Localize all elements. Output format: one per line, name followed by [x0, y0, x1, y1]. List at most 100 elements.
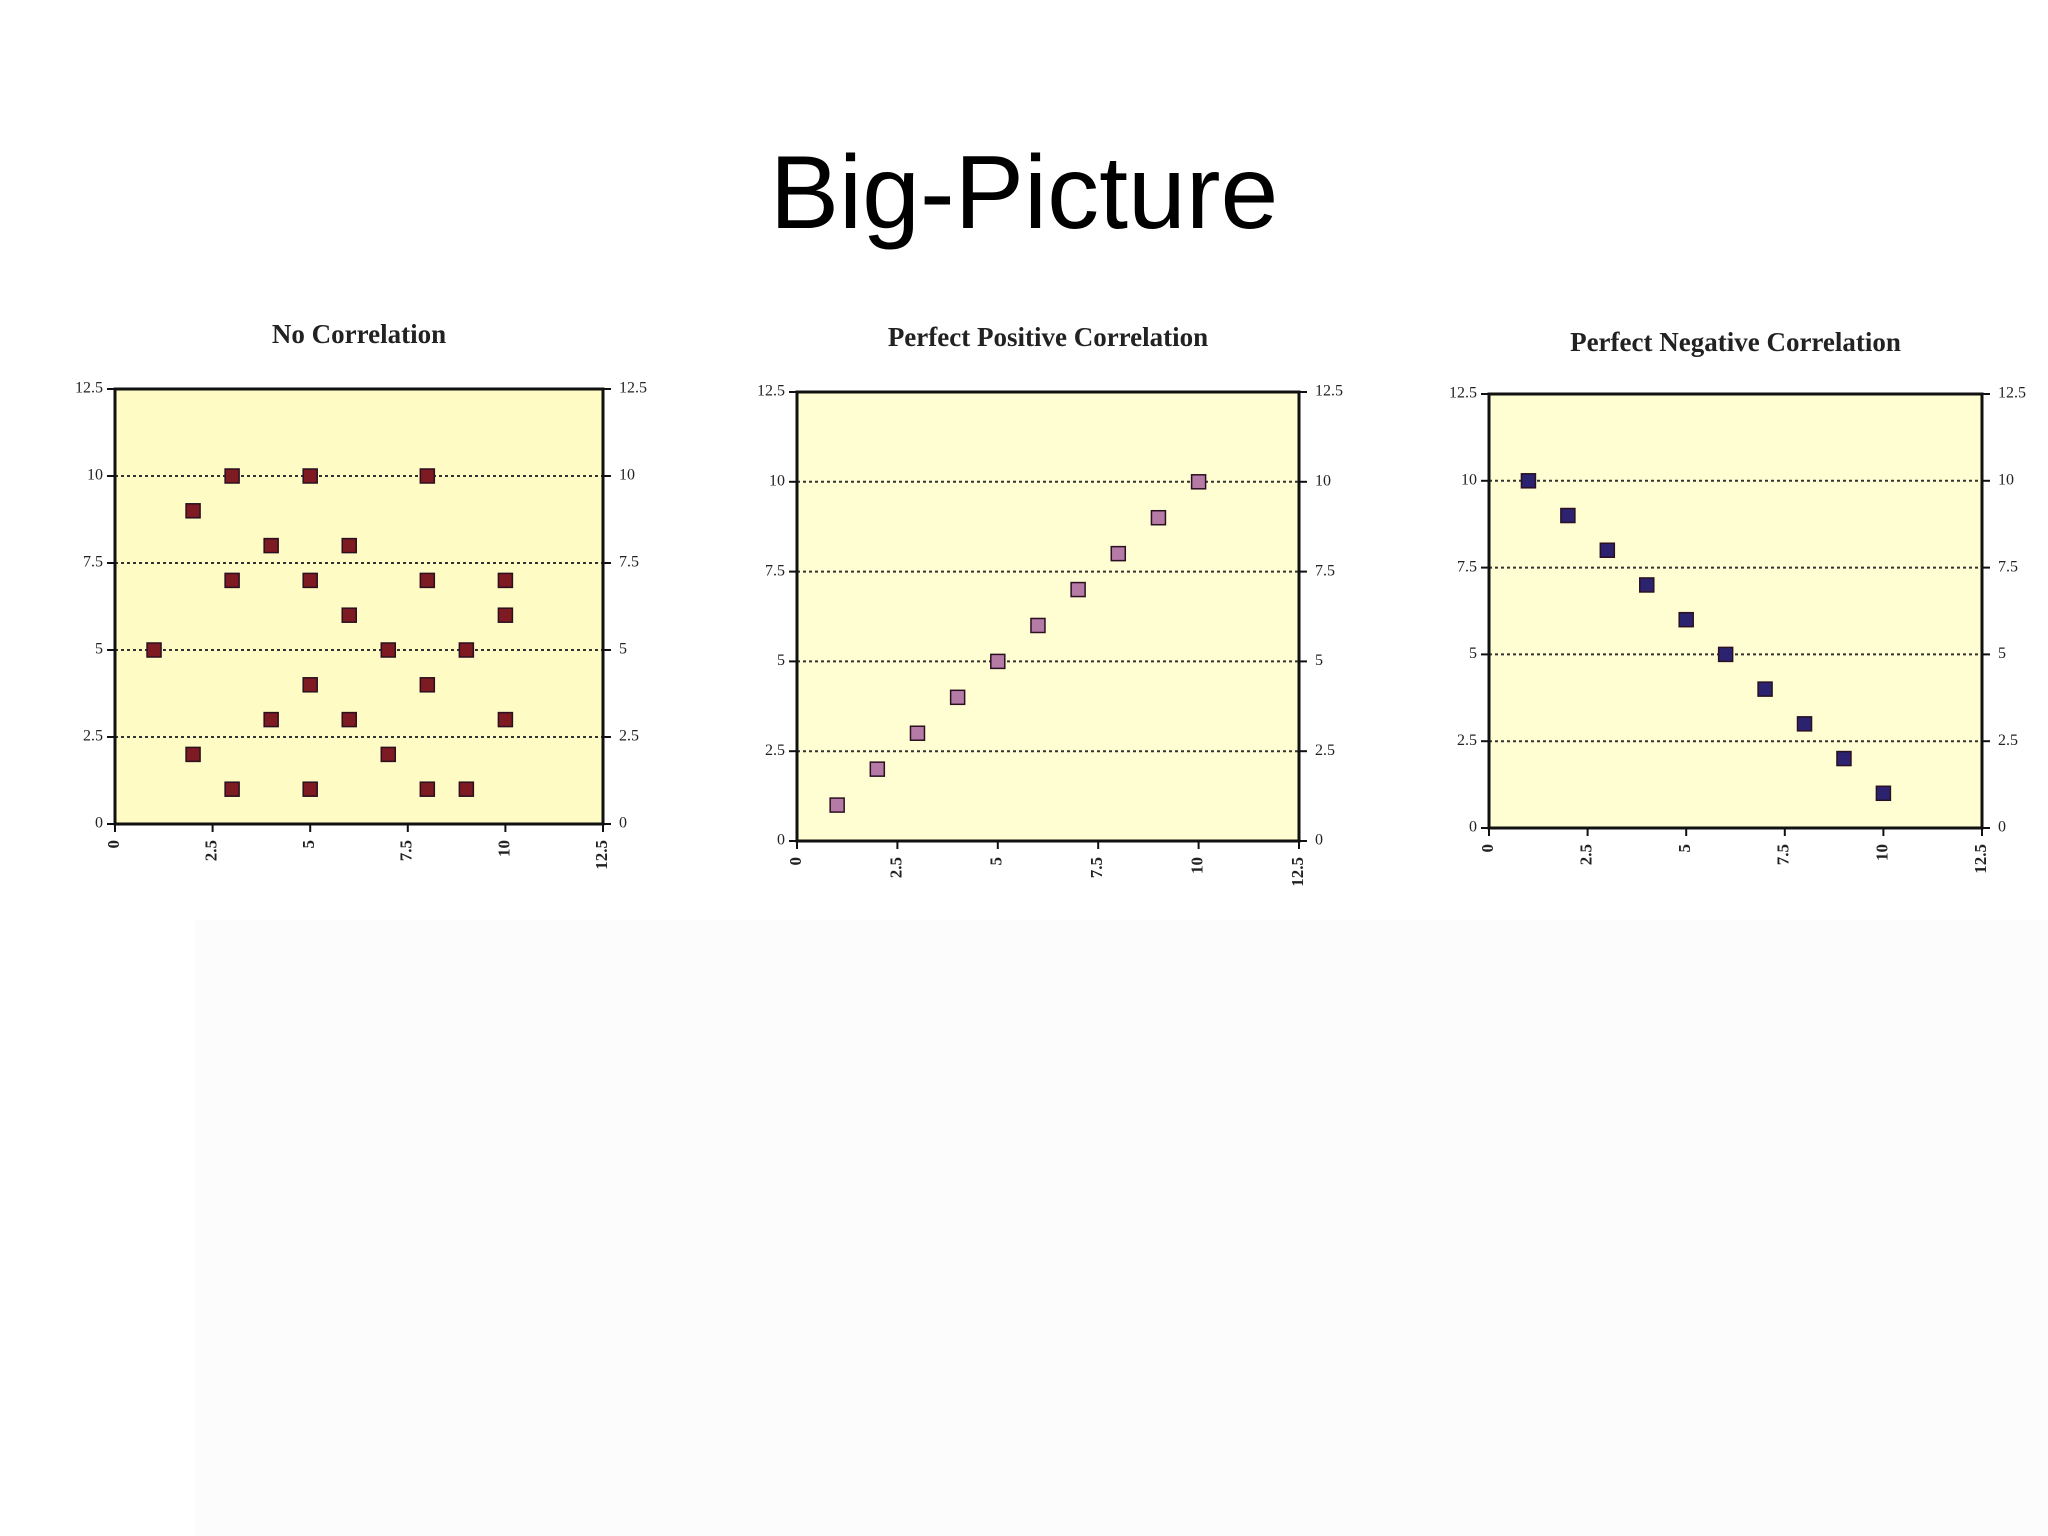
point	[1150, 509, 1167, 526]
point	[341, 537, 357, 554]
point	[1070, 581, 1086, 598]
plot-frame	[1487, 392, 1984, 830]
y2-tick-label: 7.5	[619, 554, 639, 571]
chart-title: Perfect Positive Correlation	[888, 322, 1208, 352]
chart-title: No Correlation	[272, 319, 446, 349]
point	[1520, 473, 1537, 489]
point	[909, 725, 926, 741]
y-tick-label: 7.5	[1457, 558, 1477, 575]
y-tick-label: 0	[777, 832, 785, 849]
point	[302, 781, 318, 797]
x-tick-label: 5	[987, 857, 1006, 866]
point	[497, 711, 514, 728]
plot-frame	[113, 387, 605, 826]
point	[341, 607, 357, 623]
x-tick-label: 2.5	[886, 857, 905, 878]
x-tick-label: 2.5	[1577, 844, 1596, 865]
point	[419, 468, 436, 484]
chart-title: Perfect Negative Correlation	[1570, 327, 1901, 357]
x-tick-label: 12.5	[1288, 857, 1307, 887]
y2-tick-label: 10	[1315, 472, 1331, 489]
y2-tick-label: 10	[619, 467, 635, 484]
point	[829, 797, 845, 813]
point	[1875, 785, 1892, 802]
point	[458, 642, 475, 658]
point	[224, 781, 240, 797]
point	[185, 503, 201, 519]
point	[380, 746, 397, 763]
y-tick-label: 7.5	[83, 554, 103, 571]
point	[1678, 611, 1694, 628]
y2-tick-label: 7.5	[1315, 562, 1335, 579]
x-tick-label: 2.5	[202, 840, 221, 861]
y-tick-label: 2.5	[765, 742, 785, 759]
point	[1190, 474, 1207, 490]
point	[302, 572, 318, 589]
x-tick-label: 0	[786, 857, 805, 866]
y2-tick-label: 0	[1998, 819, 2006, 836]
y2-tick-label: 0	[1315, 832, 1323, 849]
y-tick-label: 12.5	[1449, 385, 1477, 402]
plot-background	[1489, 394, 1982, 828]
point	[341, 711, 357, 728]
plot-frame	[795, 390, 1301, 843]
y2-tick-label: 5	[1315, 652, 1323, 669]
x-tick-label: 12.5	[1971, 844, 1990, 874]
y2-tick-label: 5	[1998, 645, 2006, 662]
y2-tick-label: 10	[1998, 471, 2014, 488]
point	[302, 677, 318, 693]
y-tick-label: 0	[1469, 819, 1477, 836]
point	[224, 572, 240, 589]
point	[497, 607, 514, 623]
y-tick-label: 7.5	[765, 562, 785, 579]
y-tick-label: 5	[1469, 645, 1477, 662]
point	[1717, 646, 1734, 663]
point	[1796, 716, 1813, 732]
x-tick-label: 5	[1675, 844, 1694, 853]
x-tick-label: 7.5	[397, 840, 416, 861]
y-tick-label: 10	[769, 472, 785, 489]
y-tick-label: 0	[95, 815, 103, 832]
x-tick-label: 7.5	[1774, 844, 1793, 865]
y2-tick-label: 2.5	[619, 728, 639, 745]
point	[302, 468, 318, 484]
point	[1836, 750, 1852, 767]
point	[458, 781, 475, 797]
point	[1757, 681, 1773, 697]
x-tick-label: 10	[1188, 857, 1207, 874]
y-tick-label: 2.5	[1457, 732, 1477, 749]
x-tick-label: 10	[1872, 844, 1891, 861]
x-tick-label: 12.5	[592, 840, 611, 870]
point	[146, 642, 162, 658]
y-tick-label: 5	[95, 641, 103, 658]
point	[869, 761, 886, 777]
point	[419, 677, 436, 693]
y2-tick-label: 12.5	[1998, 385, 2026, 402]
y2-tick-label: 12.5	[619, 380, 647, 397]
point	[419, 781, 436, 797]
y2-tick-label: 0	[619, 815, 627, 832]
y-tick-label: 12.5	[75, 380, 103, 397]
y-tick-label: 5	[777, 652, 785, 669]
x-tick-label: 0	[104, 840, 123, 849]
y-tick-label: 10	[87, 467, 103, 484]
y-tick-label: 12.5	[757, 383, 785, 400]
y-tick-label: 2.5	[83, 728, 103, 745]
point	[263, 711, 279, 728]
point	[949, 689, 966, 706]
point	[1599, 542, 1616, 558]
y2-tick-label: 5	[619, 641, 627, 658]
y2-tick-label: 2.5	[1315, 742, 1335, 759]
point	[419, 572, 436, 589]
point	[497, 572, 514, 589]
y2-tick-label: 7.5	[1998, 558, 2018, 575]
point	[263, 537, 279, 554]
point	[1110, 545, 1127, 562]
y-tick-label: 10	[1461, 471, 1477, 488]
point	[1030, 617, 1046, 634]
faint-panel	[195, 920, 2048, 1536]
x-tick-label: 0	[1478, 844, 1497, 853]
point	[224, 468, 240, 484]
